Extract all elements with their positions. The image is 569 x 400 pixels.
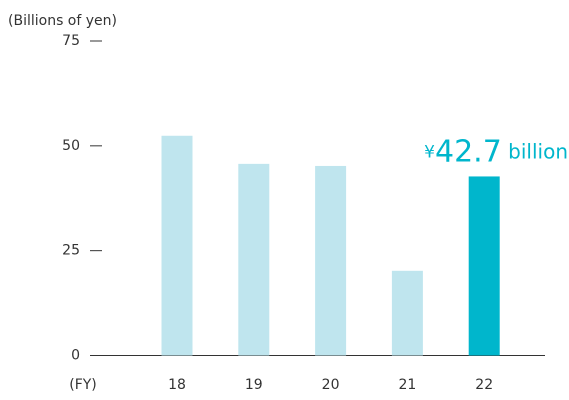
value-label: ¥42.7 billion bbox=[424, 134, 568, 169]
bar bbox=[315, 165, 347, 356]
x-tick-label: 21 bbox=[398, 377, 416, 393]
value-label-part: ¥ bbox=[424, 142, 435, 162]
x-tick-label: 22 bbox=[475, 377, 493, 393]
x-tick-label: 20 bbox=[322, 377, 340, 393]
y-tick-label: 50 bbox=[62, 138, 80, 154]
x-axis-label: (FY) bbox=[69, 377, 97, 393]
y-tick-label: 75 bbox=[62, 33, 80, 49]
value-label-part: 42.7 bbox=[435, 134, 502, 169]
bar bbox=[468, 176, 500, 356]
value-label-part: billion bbox=[502, 139, 568, 163]
bar bbox=[161, 135, 193, 356]
y-tick-label: 0 bbox=[71, 348, 80, 364]
x-tick-label: 19 bbox=[245, 377, 263, 393]
x-tick-label: 18 bbox=[168, 377, 186, 393]
bar bbox=[238, 163, 270, 356]
y-tick-label: 25 bbox=[62, 243, 80, 259]
bar bbox=[391, 270, 423, 356]
y-axis-label: (Billions of yen) bbox=[8, 13, 117, 29]
